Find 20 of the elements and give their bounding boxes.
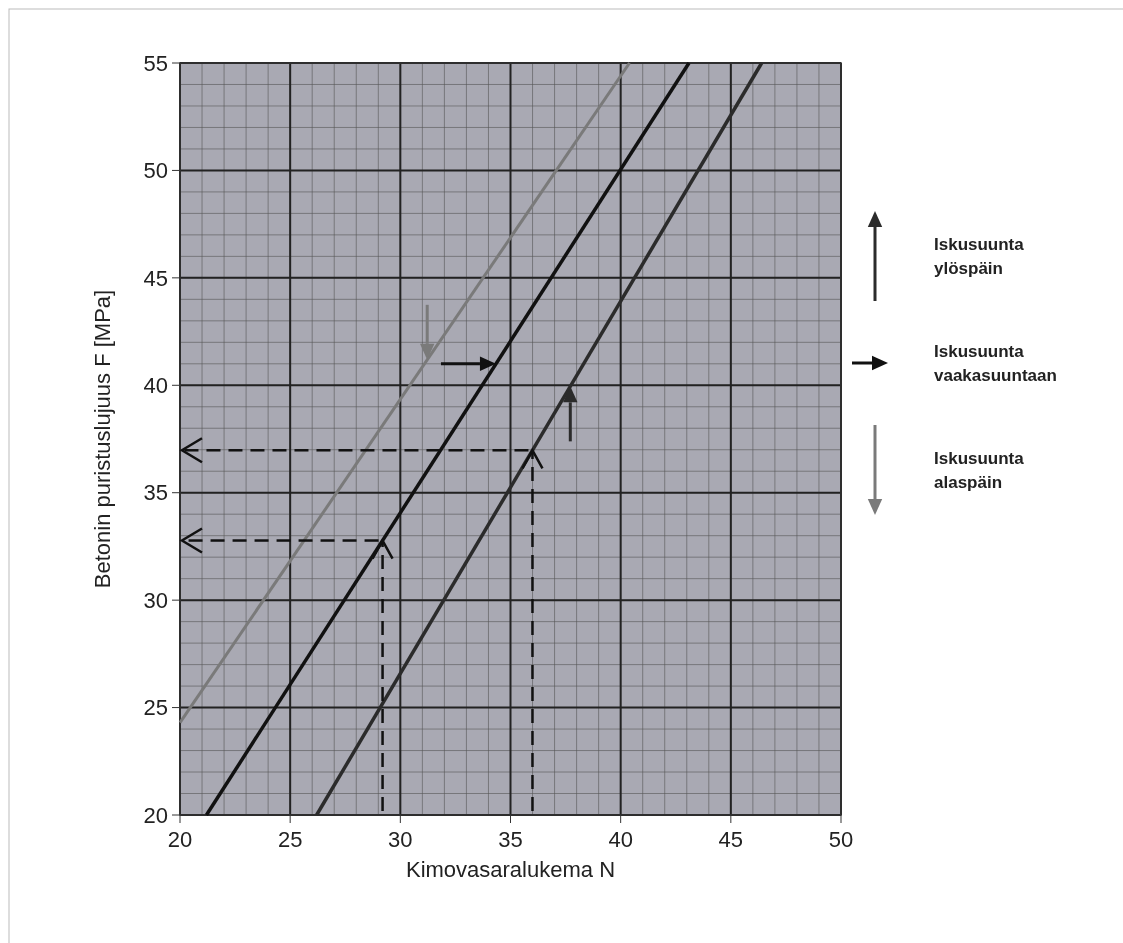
y-tick-label: 25 bbox=[143, 695, 168, 721]
x-tick-label: 20 bbox=[167, 827, 193, 852]
y-tick-label: 30 bbox=[143, 587, 168, 613]
text: Iskusuunta vaakasuuntaan bbox=[934, 342, 1057, 385]
y-tick-label: 55 bbox=[143, 50, 168, 76]
text: Iskusuunta ylöspäin bbox=[934, 235, 1025, 278]
y-tick-label: 45 bbox=[143, 265, 168, 291]
y-axis-title: Betonin puristuslujuus F [MPa] bbox=[90, 289, 115, 589]
y-tick-label: 40 bbox=[143, 372, 168, 398]
text: Iskusuunta alaspäin bbox=[934, 449, 1025, 492]
x-tick-label: 45 bbox=[718, 827, 744, 852]
x-axis-title: Kimovasaralukema N bbox=[405, 857, 616, 882]
x-tick-label: 25 bbox=[277, 827, 303, 852]
x-tick-label: 50 bbox=[828, 827, 854, 852]
x-tick-label: 40 bbox=[608, 827, 633, 852]
y-tick-label: 35 bbox=[143, 480, 168, 506]
x-tick-label: 35 bbox=[498, 827, 523, 852]
y-tick-label: 20 bbox=[143, 802, 168, 828]
y-tick-label: 50 bbox=[143, 158, 168, 184]
x-tick-label: 30 bbox=[388, 827, 413, 852]
